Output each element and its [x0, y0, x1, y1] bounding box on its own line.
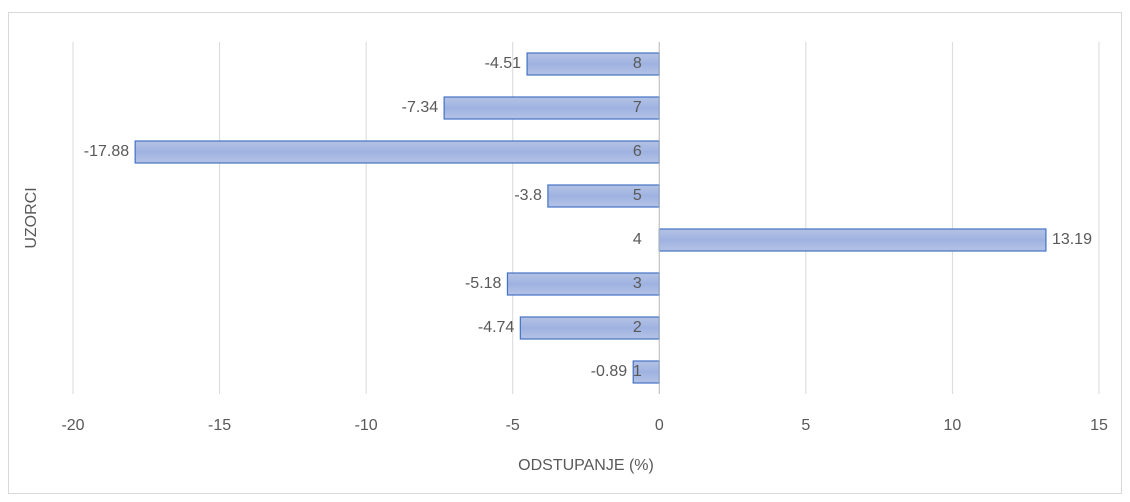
- y-tick-label: 7: [633, 99, 642, 116]
- bar: [134, 140, 660, 164]
- bar: [443, 96, 660, 120]
- x-tick-label: 15: [1090, 417, 1108, 434]
- y-tick-label: 5: [633, 187, 642, 204]
- y-tick-label: 6: [633, 143, 642, 160]
- x-tick-label: 10: [944, 417, 962, 434]
- x-tick-label: -20: [61, 417, 84, 434]
- y-tick-label: 8: [633, 55, 642, 72]
- x-tick-label: -15: [208, 417, 231, 434]
- bar: [547, 184, 660, 208]
- bar: [658, 228, 1047, 252]
- data-label: -4.51: [485, 55, 522, 72]
- chart-area: [8, 12, 1122, 494]
- data-label: -17.88: [84, 143, 129, 160]
- data-label: -7.34: [402, 99, 439, 116]
- y-tick-label: 2: [633, 319, 642, 336]
- x-tick-label: 0: [655, 417, 664, 434]
- data-label: -3.8: [514, 187, 542, 204]
- data-label: -4.74: [478, 319, 515, 336]
- x-tick-label: -10: [355, 417, 378, 434]
- data-label: -5.18: [465, 275, 502, 292]
- data-label: -0.89: [591, 363, 628, 380]
- x-tick-label: 5: [801, 417, 810, 434]
- y-axis-title: UZORCI: [23, 187, 40, 248]
- y-tick-label: 1: [633, 363, 642, 380]
- y-tick-label: 3: [633, 275, 642, 292]
- y-tick-label: 4: [633, 231, 642, 248]
- x-axis-title: ODSTUPANJE (%): [518, 457, 654, 474]
- data-label: 13.19: [1052, 231, 1092, 248]
- x-tick-label: -5: [506, 417, 520, 434]
